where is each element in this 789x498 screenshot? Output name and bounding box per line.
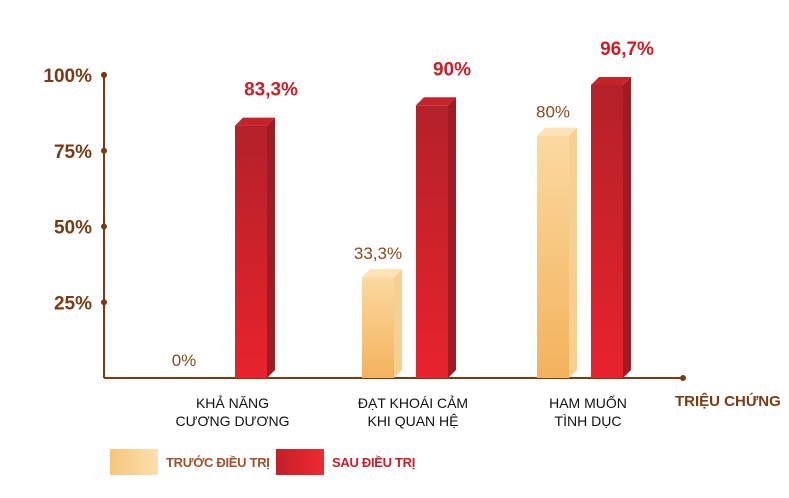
y-tick-dot xyxy=(101,223,107,230)
bar-after-side xyxy=(448,97,456,379)
y-tick-label: 100% xyxy=(43,66,92,87)
bar-after-side xyxy=(623,76,631,379)
category-label: KHẢ NĂNG xyxy=(196,395,269,411)
category-label: HAM MUỐN xyxy=(549,394,627,411)
legend-item-before: TRƯỚC ĐIỀU TRỊ xyxy=(110,449,270,475)
bar-before-top xyxy=(362,269,402,278)
y-tick-dot xyxy=(101,147,107,154)
y-tick-label: 75% xyxy=(54,142,92,163)
legend-swatch-after xyxy=(276,449,324,475)
bar-before-front xyxy=(362,277,394,378)
category-label: TÌNH DỤC xyxy=(555,413,622,429)
chart-bars xyxy=(235,76,631,379)
bar-value-label-before: 80% xyxy=(536,103,570,122)
bar-value-label-after: 90% xyxy=(433,59,471,80)
bar-before-side xyxy=(569,127,577,378)
bar-before-side xyxy=(394,269,402,378)
bar-value-label-before: 33,3% xyxy=(354,244,402,263)
y-tick-dot xyxy=(101,72,107,78)
category-label: ĐẠT KHOÁI CẢM xyxy=(358,395,468,411)
category-label: KHI QUAN HỆ xyxy=(367,413,458,429)
bar-before-top xyxy=(537,127,577,136)
chart-labels: 25% 50% 75% 100% TRIỆU CHỨNG 0% 83,3% KHẢ NĂNG C… xyxy=(43,39,780,429)
y-tick-label: 25% xyxy=(54,293,92,314)
y-tick-label: 50% xyxy=(54,218,92,239)
bar-after-top xyxy=(591,76,631,85)
bar-value-label-after: 96,7% xyxy=(600,39,654,60)
legend-item-after: SAU ĐIỀU TRỊ xyxy=(276,449,415,475)
legend-label-after: SAU ĐIỀU TRỊ xyxy=(332,454,416,470)
x-axis-title: TRIỆU CHỨNG xyxy=(675,392,781,410)
bar-after-front xyxy=(416,105,448,379)
legend-label-before: TRƯỚC ĐIỀU TRỊ xyxy=(166,454,270,470)
bar-after-top xyxy=(416,97,456,106)
x-axis-end-dot xyxy=(680,375,686,381)
bar-after-front xyxy=(235,125,267,378)
bar-value-label-after: 83,3% xyxy=(244,80,298,101)
bar-value-label-before: 0% xyxy=(172,351,197,370)
y-tick-dot xyxy=(101,299,107,306)
bar-after-side xyxy=(267,117,275,378)
category-label: CƯƠNG DƯƠNG xyxy=(175,413,289,429)
legend-swatch-before xyxy=(110,449,158,475)
bar-after-top xyxy=(235,117,275,126)
bar-before-front xyxy=(537,135,569,378)
bar-after-front xyxy=(591,84,623,379)
